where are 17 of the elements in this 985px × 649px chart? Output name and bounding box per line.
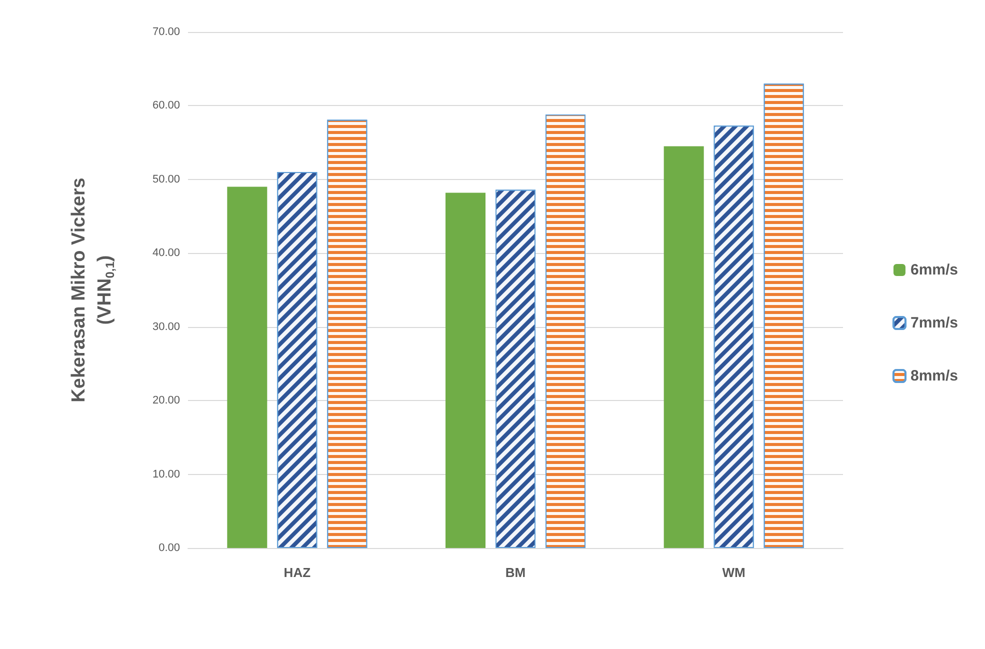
legend-label: 8mm/s xyxy=(910,368,958,384)
y-tick-label: 20.00 xyxy=(152,394,180,407)
y-tick-label: 40.00 xyxy=(152,247,180,260)
bar xyxy=(664,146,704,548)
x-tick-label: HAZ xyxy=(284,565,311,580)
bar xyxy=(227,186,268,548)
y-tick-label: 30.00 xyxy=(152,320,180,333)
y-tick-label: 70.00 xyxy=(152,26,180,38)
legend-label: 6mm/s xyxy=(910,262,958,278)
y-tick-label: 0.00 xyxy=(158,542,180,554)
legend-label: 7mm/s xyxy=(910,314,958,332)
y-tick-label: 10.00 xyxy=(152,468,180,480)
x-tick-label: WM xyxy=(722,565,746,580)
y-tick-label: 60.00 xyxy=(152,100,180,112)
y-tick-label: 50.00 xyxy=(152,173,180,186)
x-tick-label: BM xyxy=(505,565,526,580)
bar xyxy=(446,192,486,548)
